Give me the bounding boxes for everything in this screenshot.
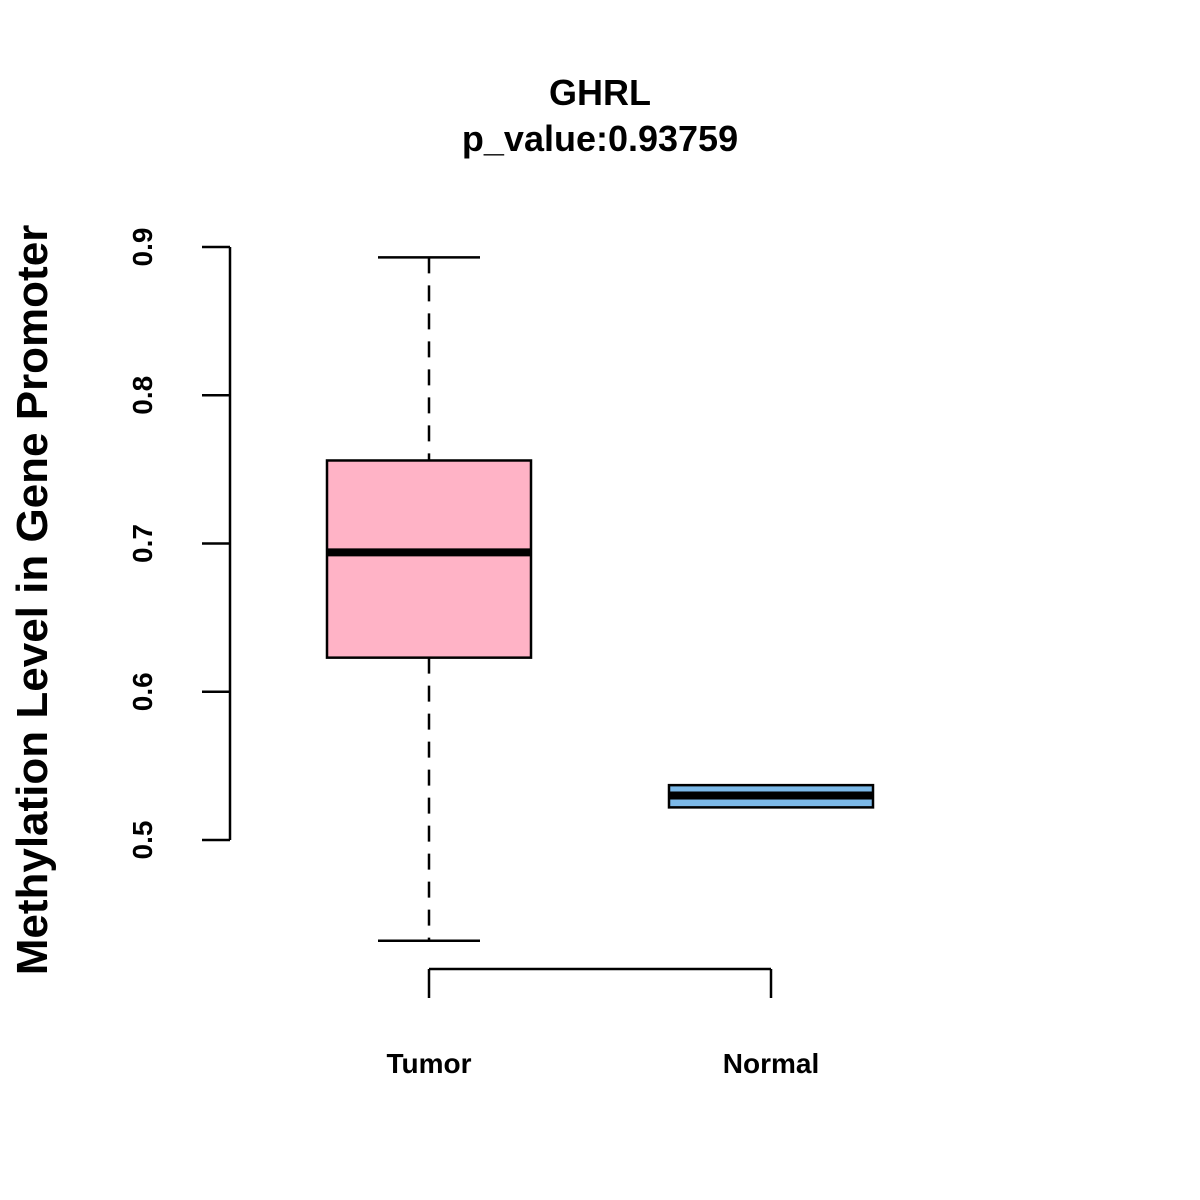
y-axis-label: Methylation Level in Gene Promoter <box>8 225 57 976</box>
x-axis: Tumor Normal <box>386 967 819 1079</box>
box-tumor <box>325 256 533 943</box>
x-tick-label: Normal <box>723 1048 819 1079</box>
box-iqr <box>325 459 533 659</box>
y-tick-label: 0.7 <box>127 524 158 563</box>
y-tick-label: 0.6 <box>127 672 158 711</box>
y-axis: 0.5 0.6 0.7 0.8 0.9 <box>127 228 232 860</box>
chart-subtitle: p_value:0.93759 <box>462 118 738 159</box>
x-tick-label: Tumor <box>386 1048 471 1079</box>
box-series <box>325 256 875 943</box>
y-tick-label: 0.5 <box>127 821 158 860</box>
box-normal <box>667 783 875 809</box>
chart-title: GHRL <box>549 72 651 113</box>
y-tick-label: 0.8 <box>127 376 158 415</box>
y-tick-label: 0.9 <box>127 228 158 267</box>
